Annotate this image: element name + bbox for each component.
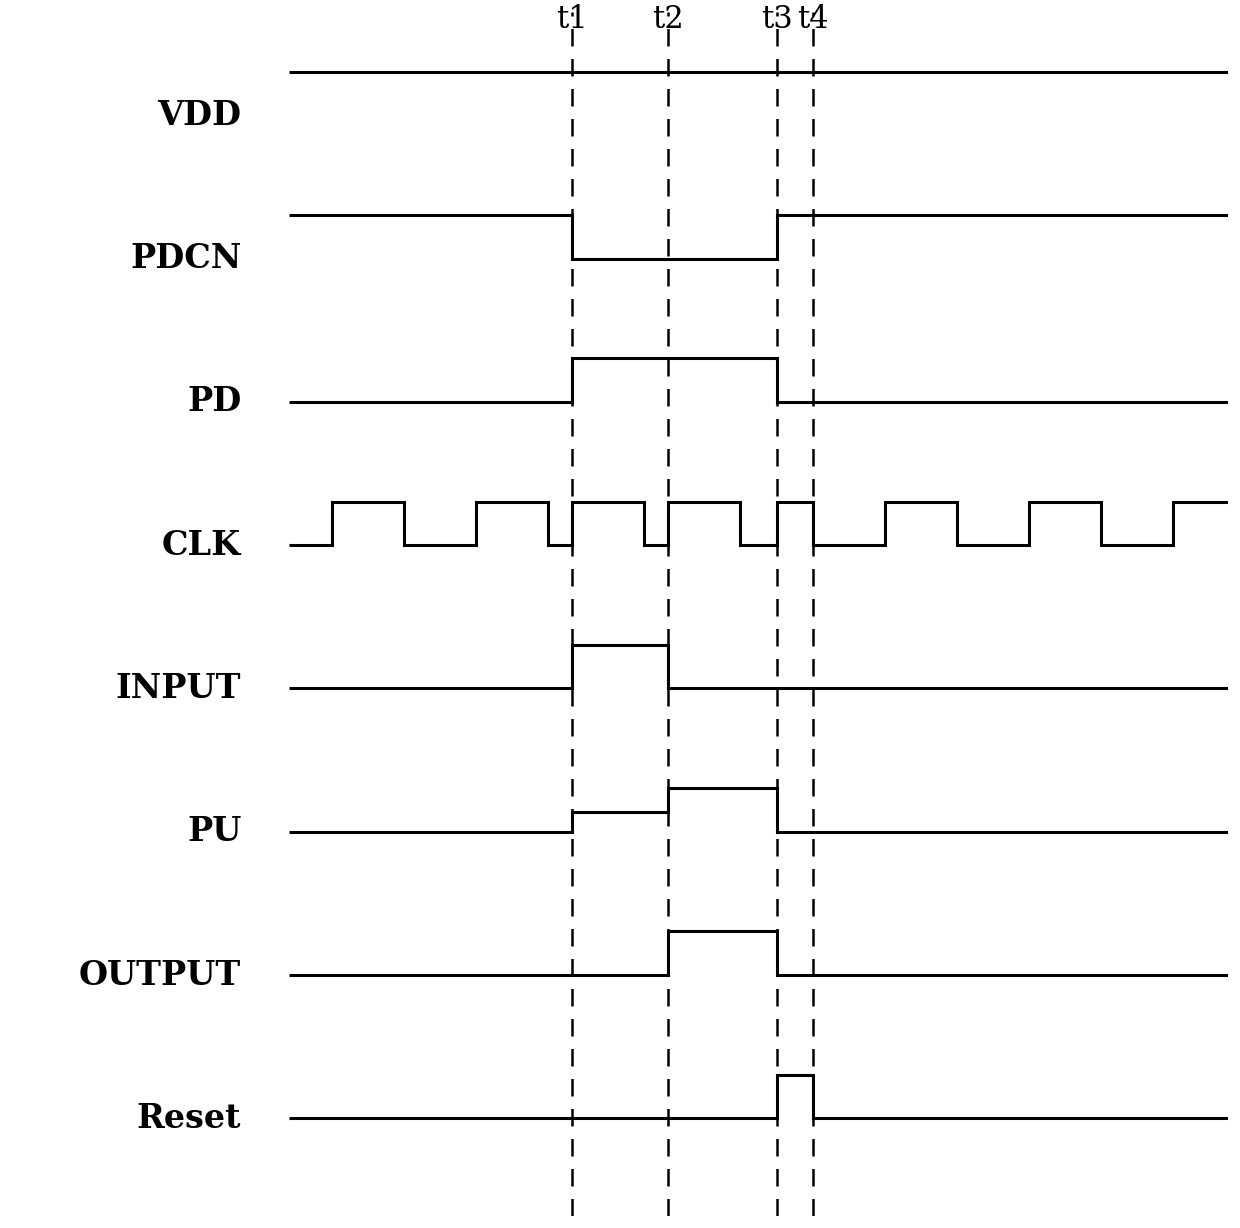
Text: CLK: CLK	[162, 529, 242, 561]
Text: OUTPUT: OUTPUT	[79, 959, 242, 991]
Text: t4: t4	[797, 4, 828, 36]
Text: PD: PD	[187, 386, 242, 419]
Text: t1: t1	[557, 4, 588, 36]
Text: INPUT: INPUT	[115, 672, 242, 705]
Text: Reset: Reset	[136, 1102, 242, 1135]
Text: t3: t3	[760, 4, 792, 36]
Text: PU: PU	[187, 815, 242, 849]
Text: t2: t2	[652, 4, 684, 36]
Text: VDD: VDD	[157, 99, 242, 131]
Text: PDCN: PDCN	[130, 242, 242, 275]
